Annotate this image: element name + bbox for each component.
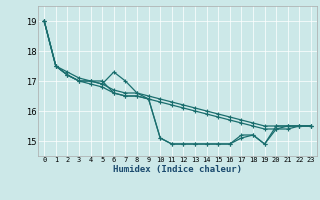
X-axis label: Humidex (Indice chaleur): Humidex (Indice chaleur) (113, 165, 242, 174)
